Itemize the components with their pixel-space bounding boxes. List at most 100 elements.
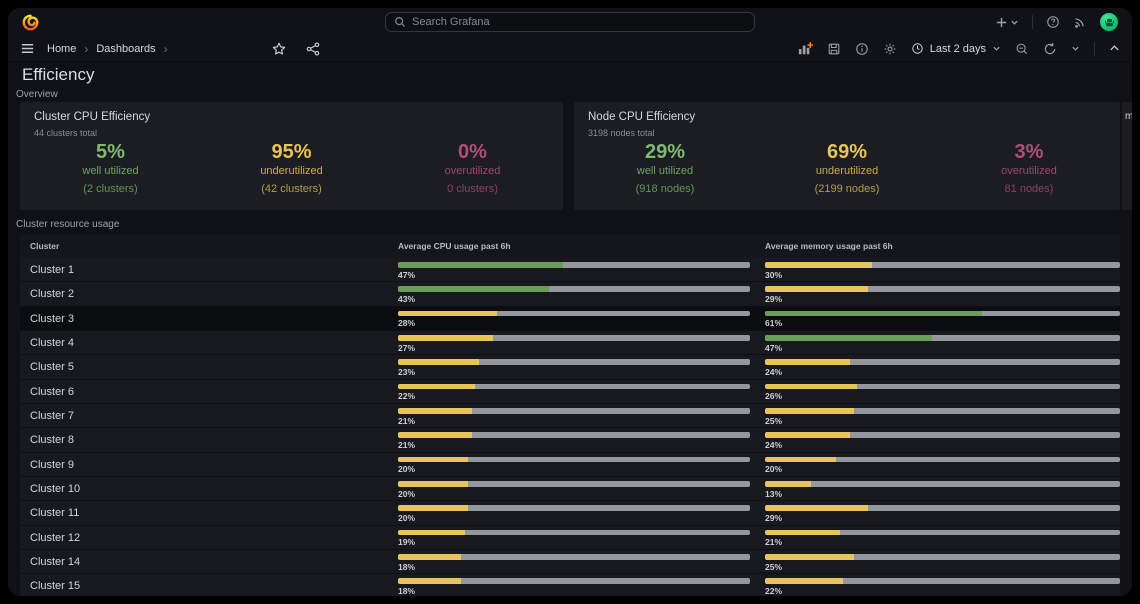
memory-usage-value: 25% — [765, 415, 783, 426]
table-row[interactable]: Cluster 6 22% 26% — [20, 379, 1120, 405]
cpu-usage-value: 20% — [398, 464, 416, 475]
divider — [1032, 15, 1033, 29]
col-header-cpu[interactable]: Average CPU usage past 6h — [398, 241, 511, 251]
cpu-usage-value: 43% — [398, 293, 416, 304]
news-button[interactable] — [1073, 15, 1087, 29]
breadcrumb-home[interactable]: Home — [47, 42, 77, 55]
cluster-name: Cluster 12 — [30, 531, 81, 544]
table-row[interactable]: Cluster 3 28% 61% — [20, 306, 1120, 332]
avatar-robot-icon — [1104, 18, 1114, 26]
cpu-usage-gauge: 19% — [398, 529, 750, 548]
cpu-usage-gauge: 47% — [398, 262, 750, 280]
stat-overutilized: 3% overutilized 81 nodes) — [938, 140, 1120, 197]
table-row[interactable]: Cluster 12 19% 21% — [20, 525, 1120, 551]
cpu-usage-value: 19% — [398, 537, 416, 548]
memory-usage-value: 29% — [765, 293, 783, 304]
search-icon — [394, 16, 406, 28]
stat-underutilized: 95% underutilized (42 clusters) — [201, 140, 382, 197]
user-avatar[interactable] — [1100, 13, 1118, 31]
panel-subtitle: 44 clusters total — [34, 128, 98, 138]
stat-overutilized: 0% overutilized 0 clusters) — [382, 140, 563, 197]
search-input[interactable]: Search Grafana — [385, 12, 755, 32]
memory-usage-value: 20% — [765, 464, 783, 475]
stat-label: overutilized — [1001, 165, 1057, 177]
memory-usage-gauge: 24% — [765, 359, 1120, 377]
menu-button[interactable] — [20, 41, 35, 56]
table-row[interactable]: Cluster 1 47% 30% — [20, 258, 1120, 283]
cpu-usage-value: 20% — [398, 512, 416, 523]
stat-sublabel: (2 clusters) — [83, 183, 138, 195]
stat-sublabel: (918 nodes) — [635, 183, 695, 195]
cpu-usage-value: 21% — [398, 415, 416, 426]
memory-usage-gauge: 29% — [765, 505, 1120, 523]
breadcrumb-dashboards[interactable]: Dashboards — [96, 42, 156, 55]
star-icon — [272, 42, 285, 55]
memory-usage-gauge: 25% — [765, 554, 1120, 572]
table-row[interactable]: Cluster 2 43% 29% — [20, 282, 1120, 307]
add-panel-button[interactable] — [797, 41, 813, 56]
zoom-out-time-button[interactable] — [1015, 42, 1029, 56]
collapse-toolbar-button[interactable] — [1109, 43, 1120, 54]
dashboard-insights-button[interactable] — [855, 42, 869, 56]
stat-sublabel: 0 clusters) — [447, 183, 498, 195]
table-body: Cluster 1 47% 30% Cluster 2 43% 29% Clus… — [20, 258, 1120, 596]
refresh-icon — [1044, 42, 1056, 54]
stat-value: 5% — [96, 141, 125, 163]
rss-icon — [1075, 18, 1084, 28]
cpu-usage-value: 47% — [398, 269, 416, 280]
cluster-name: Cluster 10 — [30, 483, 81, 496]
favorite-button[interactable] — [272, 42, 286, 56]
stat-underutilized: 69% underutilized (2199 nodes) — [756, 140, 938, 197]
memory-usage-gauge: 13% — [765, 481, 1120, 499]
stat-value: 0% — [458, 141, 487, 163]
time-range-picker[interactable]: Last 2 days — [911, 42, 1001, 55]
table-row[interactable]: Cluster 15 18% 22% — [20, 574, 1120, 596]
row-cluster-resource-usage[interactable]: Cluster resource usage — [16, 219, 120, 230]
memory-usage-gauge: 25% — [765, 408, 1120, 426]
memory-usage-value: 13% — [765, 488, 783, 499]
cpu-usage-gauge: 27% — [398, 335, 750, 353]
table-row[interactable]: Cluster 5 23% 24% — [20, 355, 1120, 380]
memory-usage-value: 29% — [765, 512, 783, 523]
cpu-usage-gauge: 22% — [398, 383, 750, 401]
cluster-name: Cluster 6 — [30, 385, 75, 398]
col-header-cluster[interactable]: Cluster — [30, 241, 60, 251]
panel-node-cpu-efficiency[interactable]: Node CPU Efficiency 3198 nodes total 29%… — [574, 102, 1120, 210]
refresh-interval-dropdown[interactable] — [1071, 44, 1080, 53]
memory-usage-value: 61% — [765, 318, 783, 329]
add-panel-icon — [798, 41, 813, 54]
stat-label: well utilized — [636, 165, 694, 177]
add-new-button[interactable] — [995, 16, 1019, 29]
save-dashboard-button[interactable] — [827, 42, 841, 56]
refresh-button[interactable] — [1043, 42, 1057, 56]
row-overview[interactable]: Overview — [16, 89, 58, 100]
panel-cluster-cpu-efficiency[interactable]: Cluster CPU Efficiency 44 clusters total… — [20, 102, 563, 210]
memory-usage-gauge: 21% — [765, 529, 1120, 547]
share-button[interactable] — [306, 41, 320, 56]
grafana-logo-icon[interactable] — [22, 14, 39, 31]
chevron-down-icon — [993, 46, 1000, 51]
table-row[interactable]: Cluster 11 20% 29% — [20, 501, 1120, 526]
memory-usage-gauge: 20% — [765, 456, 1120, 475]
cluster-name: Cluster 2 — [30, 288, 75, 301]
table-row[interactable]: Cluster 4 27% 47% — [20, 331, 1120, 356]
stat-well-utilized: 29% well utilized (918 nodes) — [574, 140, 756, 197]
cpu-usage-gauge: 20% — [398, 481, 750, 499]
cpu-usage-gauge: 20% — [398, 505, 750, 523]
table-row[interactable]: Cluster 7 21% 25% — [20, 404, 1120, 429]
save-icon — [828, 43, 840, 54]
help-button[interactable] — [1046, 15, 1060, 29]
table-row[interactable]: Cluster 9 20% 20% — [20, 452, 1120, 478]
col-header-memory[interactable]: Average memory usage past 6h — [765, 241, 893, 251]
memory-usage-gauge: 22% — [765, 578, 1120, 596]
memory-usage-value: 26% — [765, 391, 783, 402]
cpu-usage-gauge: 21% — [398, 432, 750, 450]
stat-value: 69% — [826, 141, 868, 163]
table-row[interactable]: Cluster 8 21% 24% — [20, 428, 1120, 453]
stat-sublabel: 81 nodes) — [1004, 183, 1054, 195]
table-row[interactable]: Cluster 14 18% 25% — [20, 550, 1120, 575]
dashboard-settings-button[interactable] — [883, 42, 897, 56]
chevron-up-icon — [1110, 45, 1119, 51]
question-circle-icon — [1047, 16, 1059, 28]
table-row[interactable]: Cluster 10 20% 13% — [20, 477, 1120, 502]
